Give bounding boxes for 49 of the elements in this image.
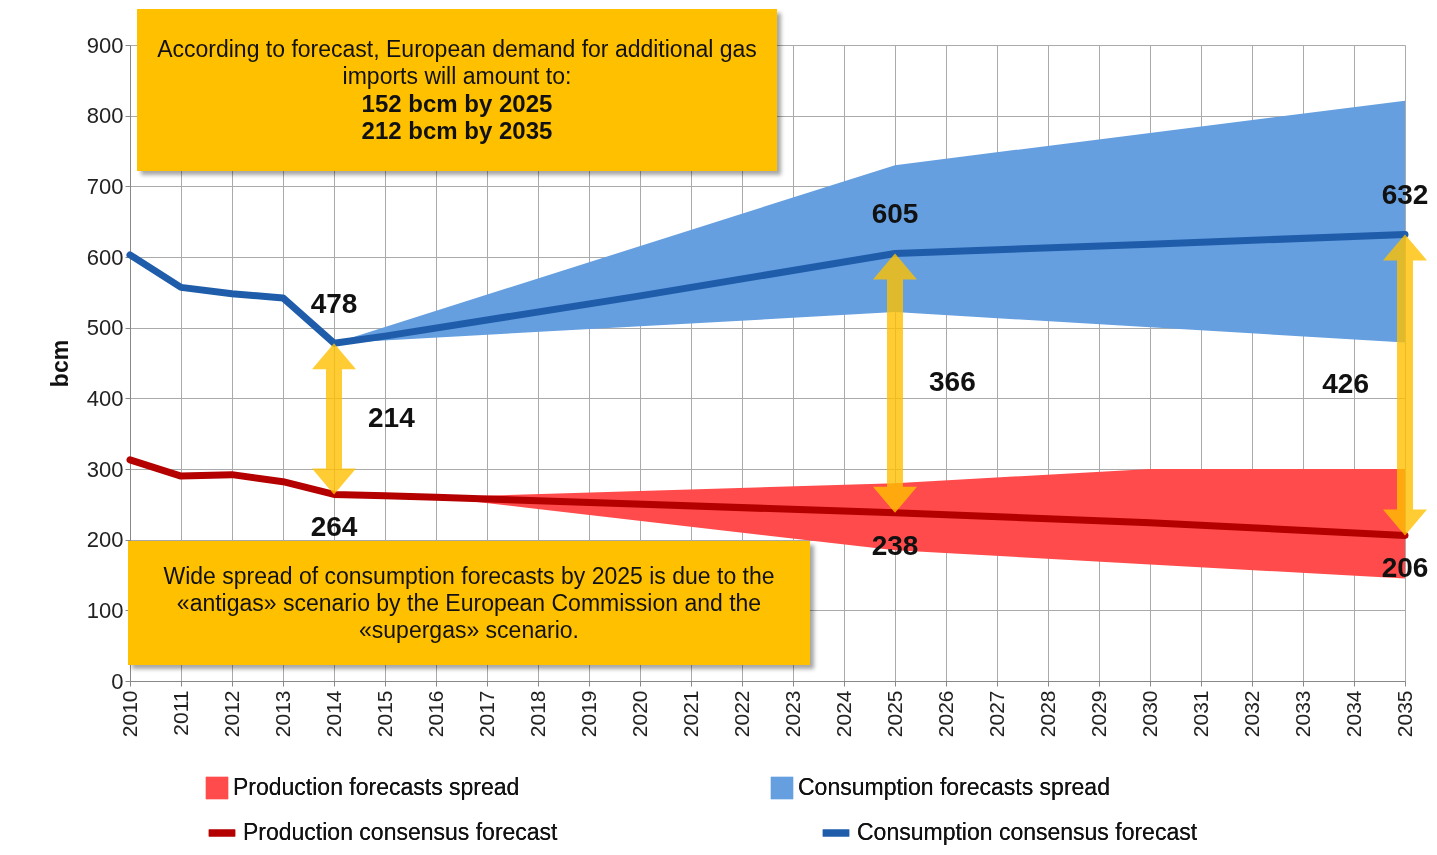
legend-label: Production consensus forecast xyxy=(243,819,559,845)
y-tick-label: 200 xyxy=(86,527,124,553)
x-tick-label: 2029 xyxy=(1086,690,1110,738)
x-tick-label: 2031 xyxy=(1188,690,1212,738)
x-tick-label: 2025 xyxy=(882,690,906,738)
x-tick-label: 2034 xyxy=(1341,690,1365,738)
x-tick-label: 2011 xyxy=(168,690,192,736)
annotation: 426 xyxy=(1322,367,1369,399)
x-tick-label: 2035 xyxy=(1392,690,1416,738)
y-tick-label: 900 xyxy=(86,32,124,58)
x-tick-label: 2033 xyxy=(1290,690,1314,738)
x-tick-label: 2012 xyxy=(219,690,243,738)
legend-label: Consumption consensus forecast xyxy=(857,819,1198,845)
annotation: 152 bcm by 2025 xyxy=(360,90,554,117)
annotation: According to forecast, European demand for additional gas imports will amount to: xyxy=(156,36,758,90)
annotation: 214 xyxy=(368,401,416,433)
y-tick-label: 500 xyxy=(86,315,124,341)
y-tick-label: 400 xyxy=(86,385,124,411)
x-tick-label: 2013 xyxy=(270,690,294,738)
x-tick-label: 2014 xyxy=(321,690,345,738)
y-tick-label: 300 xyxy=(86,456,124,482)
x-tick-label: 2030 xyxy=(1137,690,1161,738)
y-tick-label: 700 xyxy=(86,173,124,199)
x-tick-label: 2020 xyxy=(627,690,651,738)
y-axis-title: bcm xyxy=(46,339,73,388)
x-tick-label: 2023 xyxy=(780,690,804,738)
legend-label: Consumption forecasts spread xyxy=(798,774,1110,800)
y-tick-label: 600 xyxy=(86,244,124,270)
x-tick-label: 2022 xyxy=(729,690,753,738)
annotation: 264 xyxy=(310,511,358,543)
x-tick-label: 2015 xyxy=(372,690,396,738)
x-tick-label: 2032 xyxy=(1239,690,1263,738)
annotation: 478 xyxy=(310,288,358,320)
x-tick-label: 2028 xyxy=(1035,690,1059,738)
x-tick-label: 2021 xyxy=(678,690,702,738)
annotation: 212 bcm by 2035 xyxy=(360,117,554,144)
x-tick-label: 2024 xyxy=(831,690,855,738)
legend-label: Production forecasts spread xyxy=(233,774,520,800)
x-tick-label: 2017 xyxy=(474,690,498,738)
x-tick-label: 2027 xyxy=(984,690,1008,738)
annotation: 366 xyxy=(929,366,976,398)
annotation: Wide spread of consumption forecasts by 2025 is due to the «antigas» scenario by the European Commission and the «supergas» scenario. xyxy=(128,541,810,665)
x-tick-label: 2018 xyxy=(525,690,549,738)
x-tick-label: 2016 xyxy=(423,690,447,738)
y-tick-label: 800 xyxy=(86,103,124,129)
x-tick-label: 2019 xyxy=(576,690,600,738)
annotation: 605 xyxy=(871,198,919,230)
y-tick-label: 100 xyxy=(86,597,124,623)
x-tick-label: 2026 xyxy=(933,690,957,738)
